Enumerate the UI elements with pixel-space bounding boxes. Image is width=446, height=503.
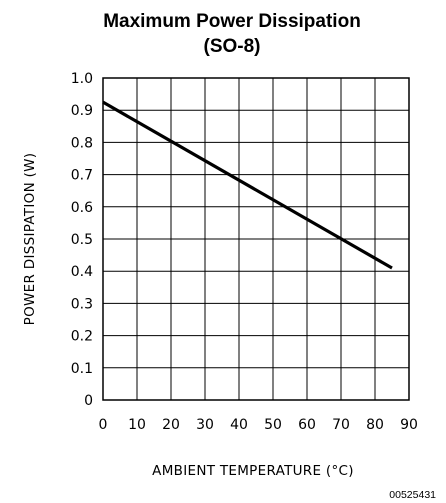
y-tick-label: 0.7 — [71, 168, 93, 184]
y-tick-label: 0.1 — [71, 361, 93, 377]
y-axis-label: POWER DISSIPATION (W) — [22, 153, 38, 326]
chart-subtitle: (SO-8) — [204, 36, 261, 57]
x-tick-label: 20 — [162, 417, 180, 433]
x-tick-label: 0 — [99, 417, 108, 433]
series-line-0 — [102, 100, 393, 270]
y-tick-label: 0 — [84, 393, 93, 409]
y-tick-label: 0.3 — [71, 296, 93, 312]
y-tick-label: 0.9 — [71, 103, 93, 119]
y-tick-label: 0.6 — [71, 200, 93, 216]
grid-lines — [102, 77, 410, 401]
plot-frame — [102, 77, 410, 401]
y-tick-label: 1.0 — [71, 71, 93, 87]
x-tick-label: 50 — [264, 417, 282, 433]
y-tick-label: 0.2 — [71, 329, 93, 345]
x-tick-label: 40 — [230, 417, 248, 433]
y-tick-label: 0.8 — [71, 135, 93, 151]
series-layer — [102, 100, 393, 270]
x-tick-label: 60 — [298, 417, 316, 433]
x-tick-label: 90 — [400, 417, 418, 433]
y-tick-label: 0.5 — [71, 232, 93, 248]
x-tick-label: 70 — [332, 417, 350, 433]
x-tick-label: 80 — [366, 417, 384, 433]
x-tick-labels: 0 10 20 30 40 50 60 70 80 90 — [99, 417, 418, 433]
x-tick-label: 10 — [128, 417, 146, 433]
chart-title: Maximum Power Dissipation — [103, 11, 361, 32]
x-tick-label: 30 — [196, 417, 214, 433]
x-axis-label: AMBIENT TEMPERATURE (°C) — [152, 463, 354, 479]
y-tick-label: 0.4 — [71, 264, 93, 280]
y-tick-labels: 0 0.1 0.2 0.3 0.4 0.5 0.6 0.7 0.8 0.9 1.0 — [71, 71, 93, 409]
figure-id: 00525431 — [389, 489, 436, 501]
